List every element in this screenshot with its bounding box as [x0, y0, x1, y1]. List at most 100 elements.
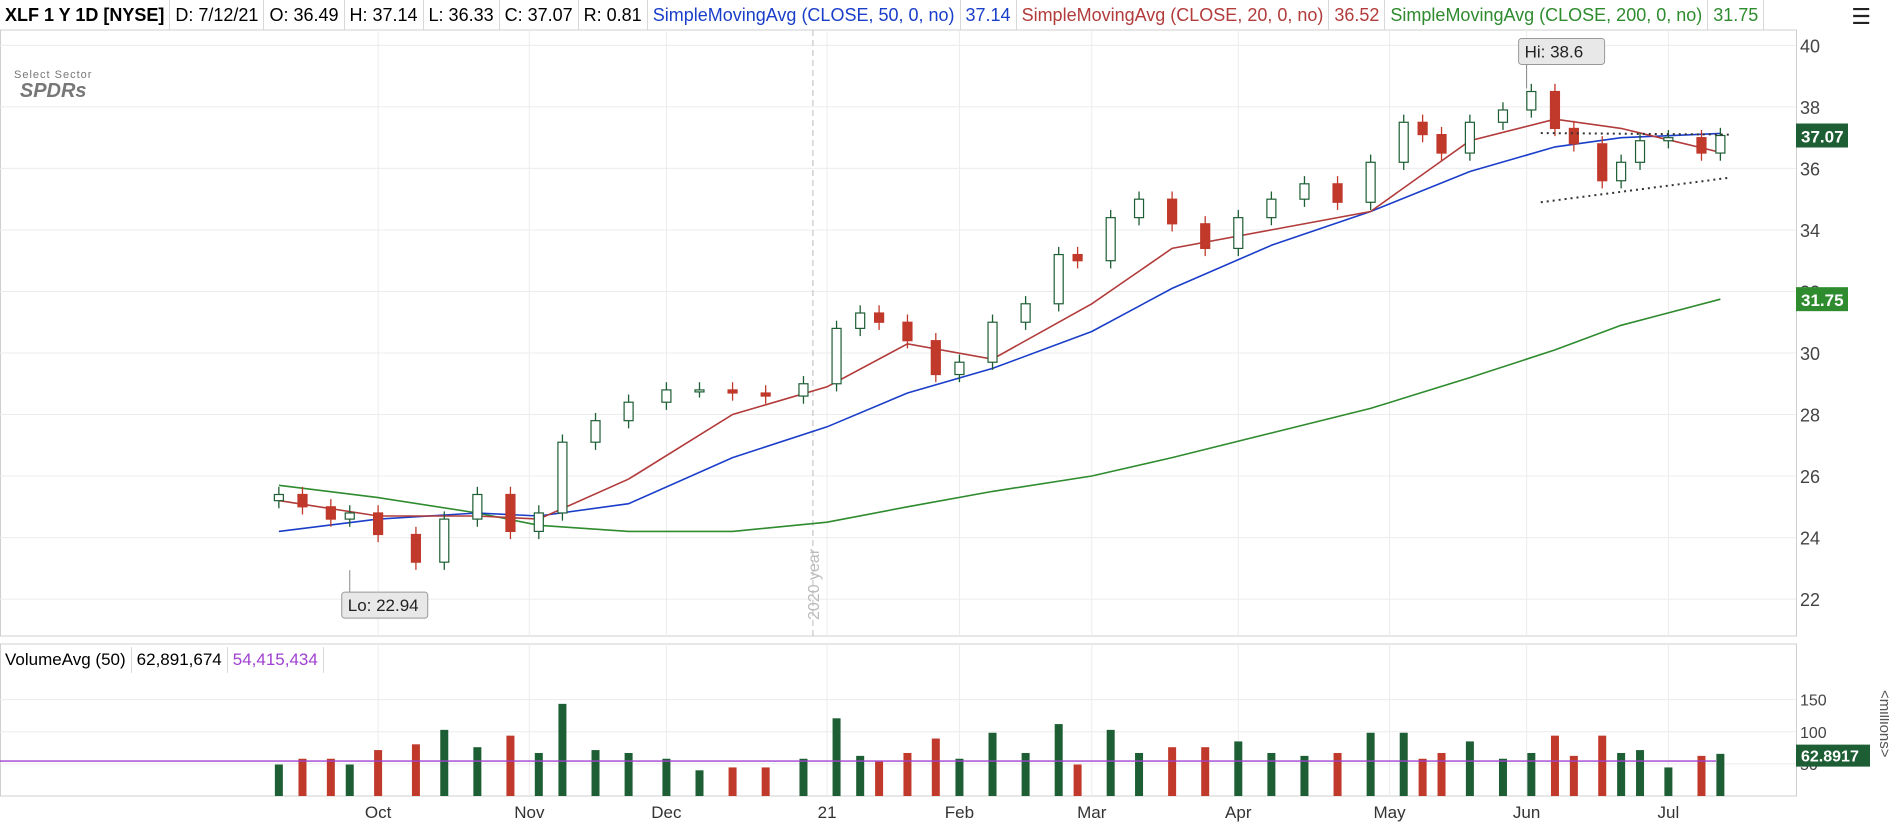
- price-panel-frame: [0, 29, 1797, 637]
- volume-bar: [1527, 752, 1536, 796]
- lo-callout-box: [341, 591, 429, 619]
- price-candle: [798, 383, 809, 397]
- price-candle: [831, 327, 842, 385]
- price-candle: [954, 361, 965, 376]
- price-candle: [344, 512, 355, 520]
- sma50-line: [278, 132, 1721, 533]
- volume-bar: [662, 758, 671, 796]
- volume-bar: [832, 718, 841, 796]
- price-candle: [297, 493, 308, 508]
- price-candle: [325, 506, 336, 520]
- price-candle: [987, 321, 998, 363]
- chart-menu-icon[interactable]: ☰: [1851, 4, 1871, 29]
- price-candle: [273, 493, 284, 502]
- volume-avg-label[interactable]: VolumeAvg (50): [0, 647, 132, 673]
- sector-spdrs-logo: Select Sector SPDRs: [14, 69, 93, 102]
- price-tick-label: 36: [1800, 159, 1820, 179]
- volume-bar: [1333, 752, 1342, 796]
- volume-bar: [931, 738, 940, 796]
- price-candle: [1020, 303, 1031, 323]
- date-label: D: 7/12/21: [170, 0, 265, 30]
- volume-panel-frame: [0, 643, 1797, 797]
- sma20-legend[interactable]: SimpleMovingAvg (CLOSE, 20, 0, no): [1017, 0, 1330, 30]
- volume-unit-label: <millions>: [1876, 690, 1889, 758]
- price-candle: [1549, 90, 1561, 130]
- price-candle: [1133, 198, 1145, 219]
- sma20-line: [278, 118, 1721, 520]
- volume-bar: [1021, 752, 1030, 796]
- volume-bar: [558, 703, 567, 796]
- price-candle: [505, 493, 516, 533]
- price-candle: [557, 441, 568, 514]
- volume-bar: [274, 764, 283, 796]
- volume-header: VolumeAvg (50) 62,891,674 54,415,434: [0, 647, 324, 673]
- volume-bar: [534, 752, 543, 796]
- price-candle: [930, 340, 941, 376]
- price-candle: [1365, 161, 1376, 203]
- price-candle: [1436, 133, 1447, 154]
- price-candle: [373, 512, 384, 536]
- price-candle: [410, 533, 422, 563]
- price-candle: [1597, 143, 1608, 182]
- volume-value: 62,891,674: [132, 647, 228, 673]
- price-candle: [1634, 140, 1646, 163]
- volume-bar: [856, 755, 865, 796]
- volume-bar: [1418, 758, 1427, 796]
- range-label: R: 0.81: [579, 0, 648, 30]
- price-candle: [760, 392, 771, 397]
- price-tick-label: 40: [1800, 36, 1820, 56]
- price-tick-label: 34: [1800, 221, 1820, 241]
- volume-bar: [1569, 755, 1578, 796]
- price-candle: [1568, 127, 1579, 145]
- volume-bar: [473, 747, 482, 796]
- volume-bar: [624, 752, 633, 796]
- volume-bar: [1234, 741, 1243, 796]
- month-tick-label: Oct: [365, 803, 392, 822]
- price-candle: [1616, 161, 1627, 182]
- volume-bar: [1054, 724, 1063, 796]
- price-tick-label: 24: [1800, 529, 1820, 549]
- month-tick-label: Feb: [945, 803, 974, 822]
- sma200-line: [278, 298, 1721, 533]
- price-candle: [1105, 217, 1116, 262]
- volume-bar: [875, 761, 884, 796]
- volume-bar: [761, 767, 770, 796]
- price-candle: [623, 401, 634, 422]
- volume-tick-label: 100: [1800, 725, 1827, 742]
- volume-bar: [591, 750, 600, 796]
- price-candle: [1072, 253, 1083, 262]
- volume-bar: [374, 750, 383, 796]
- volume-bar: [1498, 758, 1507, 796]
- volume-badge: [1796, 744, 1870, 767]
- high-label: H: 37.14: [345, 0, 424, 30]
- volume-bar: [1636, 750, 1645, 796]
- volume-bar: [411, 744, 420, 796]
- month-tick-label: Mar: [1077, 803, 1107, 822]
- volume-bar: [1267, 752, 1276, 796]
- volume-bar: [1168, 747, 1177, 796]
- volume-bar: [298, 758, 307, 796]
- month-tick-label: Apr: [1225, 803, 1252, 822]
- volume-bar: [1300, 755, 1309, 796]
- sma200-legend[interactable]: SimpleMovingAvg (CLOSE, 200, 0, no): [1385, 0, 1709, 30]
- price-candle: [661, 389, 672, 403]
- price-candle: [1526, 90, 1537, 111]
- price-candle: [1167, 198, 1178, 225]
- trendline: [1540, 176, 1730, 204]
- volume-bar: [903, 752, 912, 796]
- volume-bar: [728, 767, 737, 796]
- month-tick-label: May: [1373, 803, 1406, 822]
- price-candle: [855, 312, 866, 329]
- volume-bar: [955, 758, 964, 796]
- volume-bar: [1437, 752, 1446, 796]
- price-candle: [1497, 109, 1509, 123]
- close-label: C: 37.07: [500, 0, 579, 30]
- price-candle: [1332, 183, 1343, 203]
- sma50-legend[interactable]: SimpleMovingAvg (CLOSE, 50, 0, no): [648, 0, 961, 30]
- price-tick-label: 26: [1800, 467, 1820, 487]
- open-label: O: 36.49: [264, 0, 345, 30]
- price-candle: [694, 389, 705, 393]
- month-tick-label: 21: [818, 803, 837, 822]
- volume-bar: [1617, 752, 1626, 796]
